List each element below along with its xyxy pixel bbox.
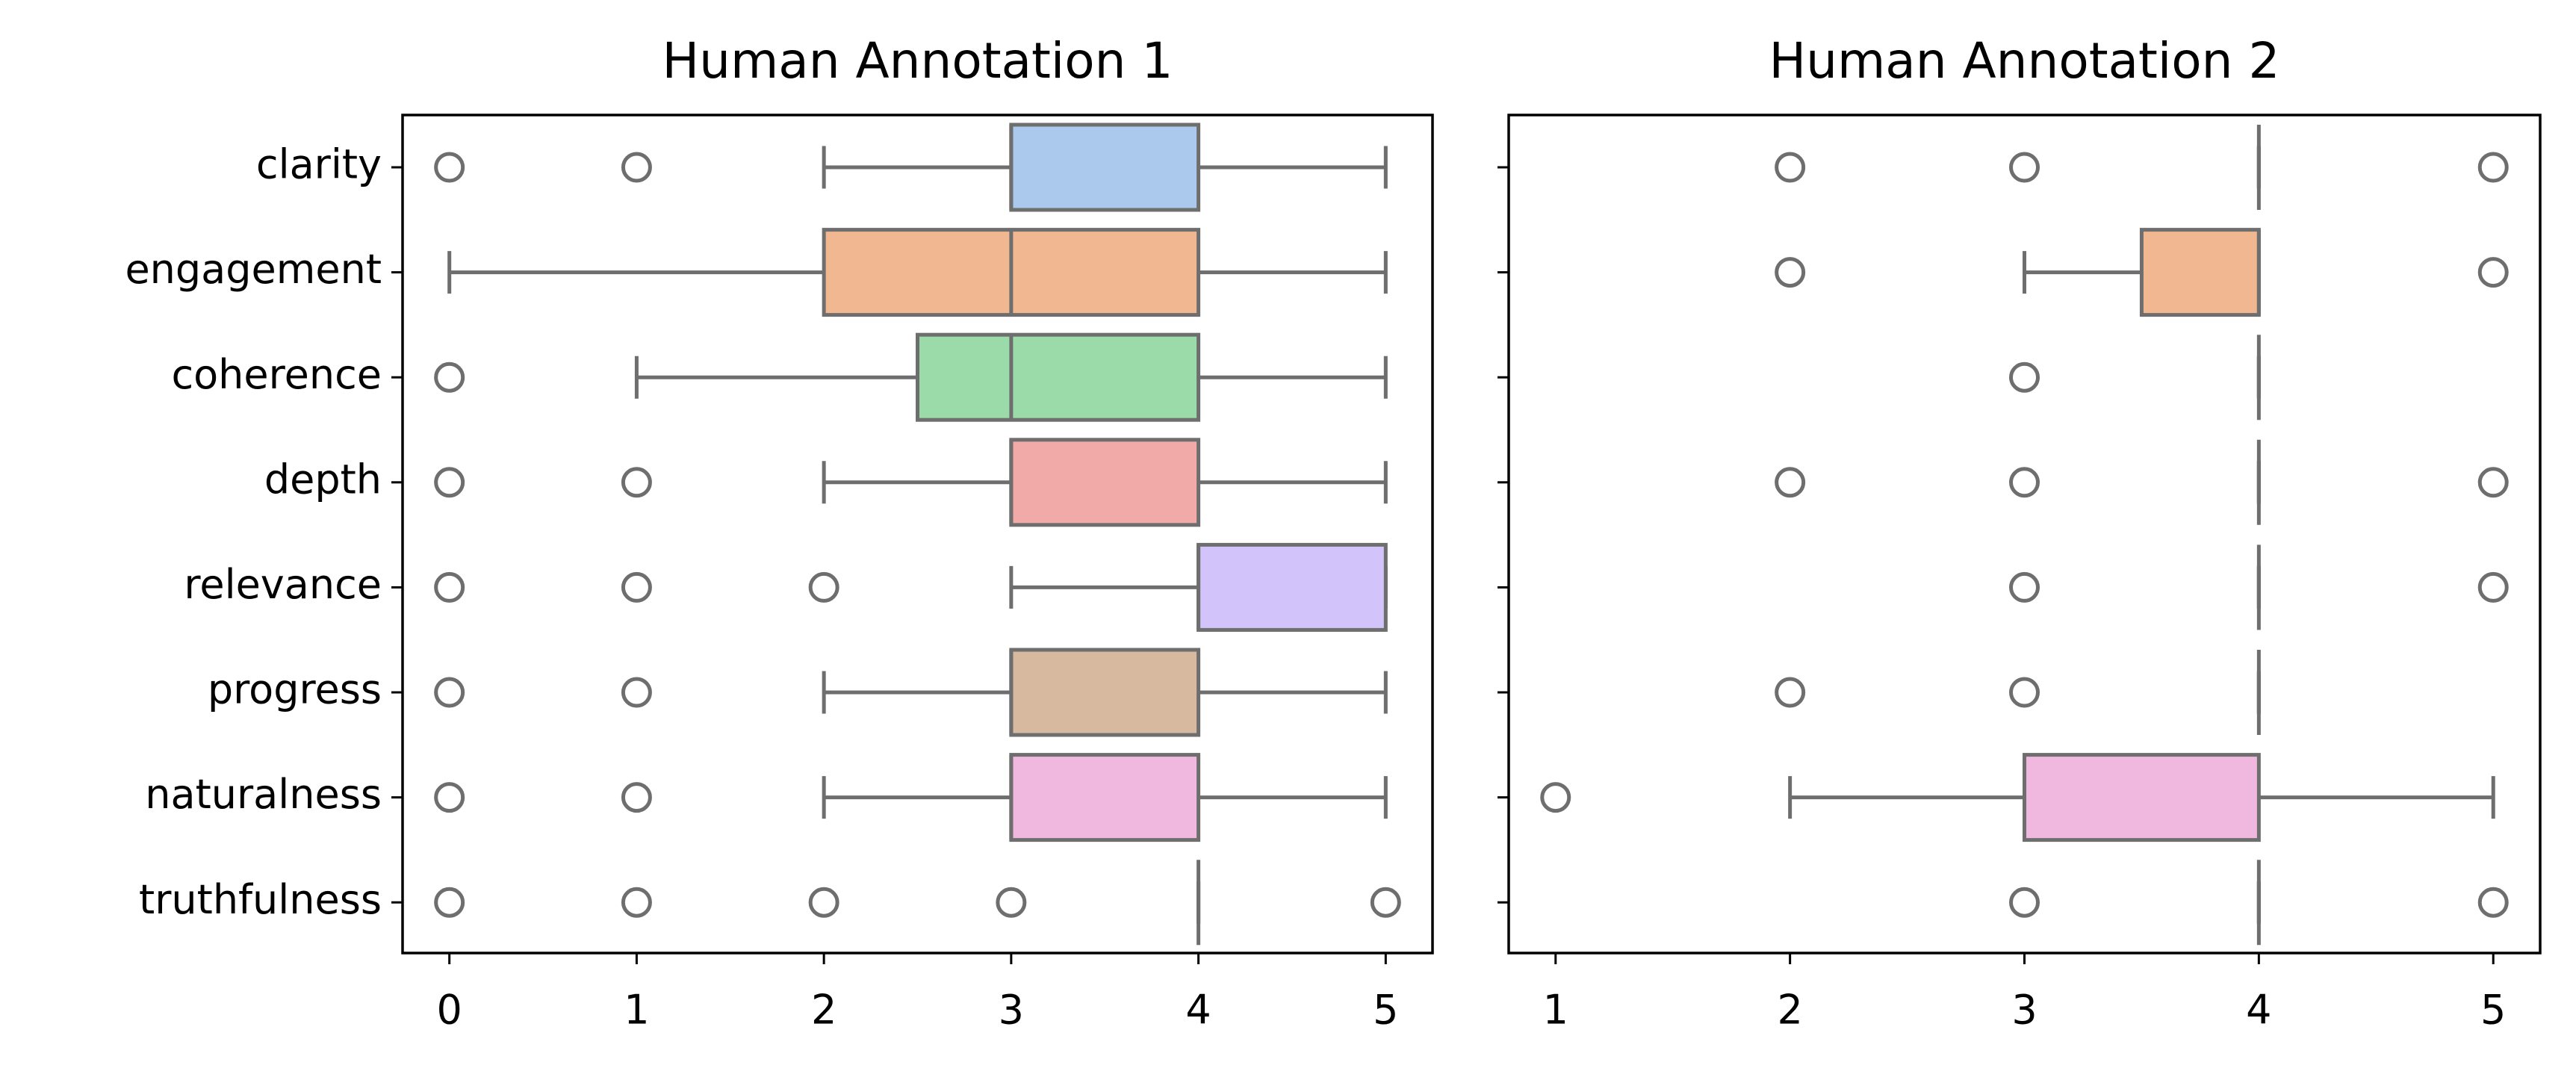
x-tick-label: 5 xyxy=(1373,987,1398,1034)
outlier xyxy=(621,887,652,918)
y-tick-label: relevance xyxy=(184,561,382,608)
x-tick-label: 3 xyxy=(2011,987,2037,1034)
box xyxy=(2023,753,2261,842)
x-tick-label: 4 xyxy=(1185,987,1211,1034)
outlier xyxy=(621,467,652,498)
outlier xyxy=(434,677,465,708)
box xyxy=(1009,122,1201,212)
x-tick-label: 3 xyxy=(999,987,1024,1034)
outlier xyxy=(1370,887,1401,918)
x-tick-label: 2 xyxy=(1777,987,1802,1034)
chart-title: Human Annotation 2 xyxy=(1769,32,2280,90)
outlier xyxy=(434,887,465,918)
outlier xyxy=(1775,467,1806,498)
outlier xyxy=(621,152,652,183)
outlier xyxy=(2477,467,2509,498)
outlier xyxy=(434,361,465,393)
x-tick-label: 4 xyxy=(2246,987,2271,1034)
x-tick-label: 1 xyxy=(624,987,649,1034)
outlier xyxy=(1775,677,1806,708)
outlier xyxy=(2477,571,2509,603)
box xyxy=(1009,648,1201,737)
outlier xyxy=(621,782,652,813)
y-tick-label: naturalness xyxy=(145,771,382,818)
y-tick-label: truthfulness xyxy=(139,876,382,923)
axes-frame xyxy=(401,114,1434,955)
outlier xyxy=(2477,257,2509,288)
outlier xyxy=(621,677,652,708)
y-tick-label: coherence xyxy=(171,351,382,398)
outlier xyxy=(2009,152,2040,183)
outlier xyxy=(2009,361,2040,393)
box xyxy=(1009,438,1201,527)
y-tick-label: engagement xyxy=(125,246,382,293)
box xyxy=(1197,542,1388,632)
x-tick-label: 1 xyxy=(1543,987,1568,1034)
outlier xyxy=(434,782,465,813)
outlier xyxy=(2009,887,2040,918)
y-tick-label: depth xyxy=(264,456,382,503)
chart-title: Human Annotation 1 xyxy=(662,32,1173,90)
outlier xyxy=(1540,782,1571,813)
outlier xyxy=(808,571,839,603)
box xyxy=(1009,753,1201,842)
outlier xyxy=(808,887,839,918)
outlier xyxy=(2477,152,2509,183)
outlier xyxy=(434,152,465,183)
outlier xyxy=(1775,152,1806,183)
y-tick-label: clarity xyxy=(256,141,382,188)
axes-frame xyxy=(1507,114,2542,955)
outlier xyxy=(1775,257,1806,288)
x-tick-label: 0 xyxy=(437,987,462,1034)
box xyxy=(2139,228,2261,317)
outlier xyxy=(2009,467,2040,498)
y-tick-label: progress xyxy=(208,666,382,713)
x-tick-label: 2 xyxy=(811,987,837,1034)
outlier xyxy=(996,887,1027,918)
x-tick-label: 5 xyxy=(2480,987,2506,1034)
outlier xyxy=(2009,677,2040,708)
outlier xyxy=(621,571,652,603)
outlier xyxy=(434,571,465,603)
outlier xyxy=(434,467,465,498)
outlier xyxy=(2009,571,2040,603)
box xyxy=(916,332,1201,422)
outlier xyxy=(2477,887,2509,918)
